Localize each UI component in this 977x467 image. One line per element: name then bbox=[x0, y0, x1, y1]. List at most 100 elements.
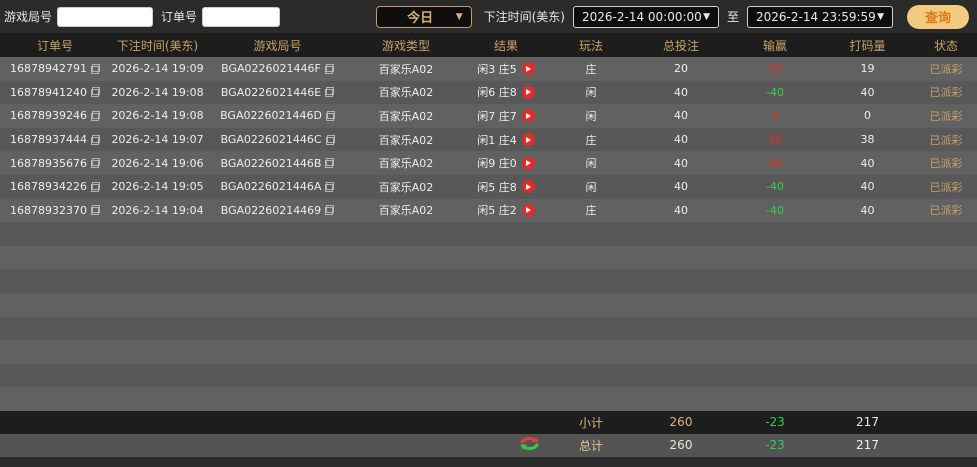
status-value: 已派彩 bbox=[929, 204, 963, 218]
empty-row bbox=[0, 363, 977, 388]
status-value: 已派彩 bbox=[929, 133, 963, 147]
total-bet-value: 40 bbox=[674, 156, 688, 170]
round-value: BGA0226021446A bbox=[220, 180, 322, 194]
play-type-value: 庄 bbox=[585, 133, 597, 147]
order-no-value: 16878939246 bbox=[10, 109, 87, 123]
turnover-value: 40 bbox=[860, 180, 875, 194]
empty-row bbox=[0, 269, 977, 293]
date-to-value: 2026-2-14 23:59:59 bbox=[756, 9, 876, 24]
total-win-loss: -23 bbox=[765, 438, 785, 453]
total-bet-value: 20 bbox=[674, 62, 688, 76]
status-value: 已派彩 bbox=[929, 180, 963, 194]
copy-icon[interactable] bbox=[90, 110, 100, 121]
chevron-down-icon: ▼ bbox=[877, 11, 884, 22]
play-video-icon[interactable] bbox=[521, 203, 535, 217]
total-bet-value: 40 bbox=[674, 180, 688, 194]
table-row: 16878934226 2026-2-14 19:05 BGA022602144… bbox=[0, 174, 977, 199]
header-result: 结果 bbox=[493, 38, 518, 53]
turnover-value: 19 bbox=[860, 62, 875, 76]
empty-row bbox=[0, 222, 977, 246]
table-row: 16878941240 2026-2-14 19:08 BGA022602144… bbox=[0, 80, 977, 105]
turnover-value: 38 bbox=[860, 133, 875, 147]
header-total-bet: 总投注 bbox=[662, 38, 699, 53]
copy-icon[interactable] bbox=[325, 158, 335, 169]
total-total-bet: 260 bbox=[669, 438, 693, 453]
filter-bar: 游戏局号 订单号 今日 ▼ 下注时间(美东) 2026-2-14 00:00:0… bbox=[0, 0, 977, 33]
refresh-swap-icon[interactable] bbox=[519, 436, 540, 455]
total-turnover: 217 bbox=[856, 438, 879, 453]
copy-icon[interactable] bbox=[90, 181, 100, 192]
empty-row bbox=[0, 340, 977, 364]
play-video-icon[interactable] bbox=[521, 133, 535, 147]
round-value: BGA02260214469 bbox=[220, 203, 322, 217]
today-dropdown[interactable]: 今日 ▼ bbox=[375, 5, 472, 28]
copy-icon[interactable] bbox=[90, 158, 100, 169]
query-button[interactable]: 查询 bbox=[907, 4, 969, 29]
bet-time-value: 2026-2-14 19:07 bbox=[111, 133, 204, 147]
win-loss-value: 40 bbox=[768, 156, 782, 170]
turnover-value: 40 bbox=[860, 203, 875, 217]
result-value: 闲1 庄4 bbox=[477, 133, 517, 147]
play-video-icon[interactable] bbox=[521, 156, 535, 170]
turnover-value: 40 bbox=[860, 156, 875, 170]
copy-icon[interactable] bbox=[324, 63, 334, 74]
play-type-value: 庄 bbox=[585, 62, 597, 76]
play-video-icon[interactable] bbox=[521, 62, 535, 76]
order-no-value: 16878932370 bbox=[10, 203, 87, 217]
subtotal-win-loss: -23 bbox=[765, 415, 785, 430]
game-type-value: 百家乐A02 bbox=[378, 204, 434, 218]
result-value: 闲5 庄2 bbox=[477, 204, 517, 218]
status-value: 已派彩 bbox=[929, 157, 963, 171]
game-type-value: 百家乐A02 bbox=[378, 133, 434, 147]
game-type-value: 百家乐A02 bbox=[378, 62, 434, 76]
copy-icon[interactable] bbox=[325, 110, 335, 121]
result-value: 闲5 庄8 bbox=[477, 180, 517, 194]
subtotal-label: 小计 bbox=[578, 415, 603, 430]
subtotal-row: 小计 260 -23 217 bbox=[0, 410, 977, 434]
table-row: 16878942791 2026-2-14 19:09 BGA022602144… bbox=[0, 57, 977, 81]
subtotal-turnover: 217 bbox=[856, 415, 879, 430]
play-video-icon[interactable] bbox=[521, 180, 535, 194]
round-value: BGA0226021446D bbox=[220, 109, 322, 123]
total-row: 总计 260 -23 217 bbox=[0, 433, 977, 457]
result-value: 闲3 庄5 bbox=[477, 62, 517, 76]
status-value: 已派彩 bbox=[929, 62, 963, 76]
bottom-strip bbox=[0, 456, 977, 467]
bet-time-value: 2026-2-14 19:08 bbox=[111, 109, 204, 123]
date-from-dropdown[interactable]: 2026-2-14 00:00:00 ▼ bbox=[572, 5, 719, 28]
win-loss-value: 38 bbox=[768, 133, 782, 147]
game-type-value: 百家乐A02 bbox=[378, 157, 434, 171]
result-value: 闲7 庄7 bbox=[477, 109, 517, 123]
play-video-icon[interactable] bbox=[521, 109, 535, 123]
total-bet-value: 40 bbox=[674, 109, 688, 123]
status-value: 已派彩 bbox=[929, 109, 963, 123]
win-loss-value: 0 bbox=[771, 109, 779, 123]
turnover-value: 40 bbox=[860, 85, 875, 99]
order-no-value: 16878935676 bbox=[10, 156, 87, 170]
order-no-input[interactable] bbox=[202, 6, 281, 27]
copy-icon[interactable] bbox=[325, 181, 335, 192]
bet-time-value: 2026-2-14 19:06 bbox=[111, 156, 204, 170]
game-round-input[interactable] bbox=[57, 6, 154, 27]
play-type-value: 庄 bbox=[585, 204, 597, 218]
win-loss-value: -40 bbox=[766, 203, 784, 217]
copy-icon[interactable] bbox=[90, 205, 100, 216]
copy-icon[interactable] bbox=[325, 134, 335, 145]
result-value: 闲9 庄0 bbox=[477, 157, 517, 171]
copy-icon[interactable] bbox=[325, 87, 335, 98]
order-no-value: 16878942791 bbox=[10, 62, 87, 76]
copy-icon[interactable] bbox=[90, 63, 100, 74]
table-row: 16878932370 2026-2-14 19:04 BGA022602144… bbox=[0, 198, 977, 223]
copy-icon[interactable] bbox=[325, 205, 335, 216]
table-header-row: 订单号 下注时间(美东) 游戏局号 游戏类型 结果 玩法 总投注 输赢 打码量 … bbox=[0, 33, 977, 57]
play-type-value: 闲 bbox=[585, 157, 597, 171]
header-order-no: 订单号 bbox=[36, 38, 73, 53]
copy-icon[interactable] bbox=[90, 134, 100, 145]
date-to-dropdown[interactable]: 2026-2-14 23:59:59 ▼ bbox=[747, 5, 893, 28]
play-video-icon[interactable] bbox=[521, 85, 535, 99]
total-bet-value: 40 bbox=[674, 133, 688, 147]
play-type-value: 闲 bbox=[585, 180, 597, 194]
copy-icon[interactable] bbox=[90, 87, 100, 98]
table-row: 16878937444 2026-2-14 19:07 BGA022602144… bbox=[0, 127, 977, 152]
